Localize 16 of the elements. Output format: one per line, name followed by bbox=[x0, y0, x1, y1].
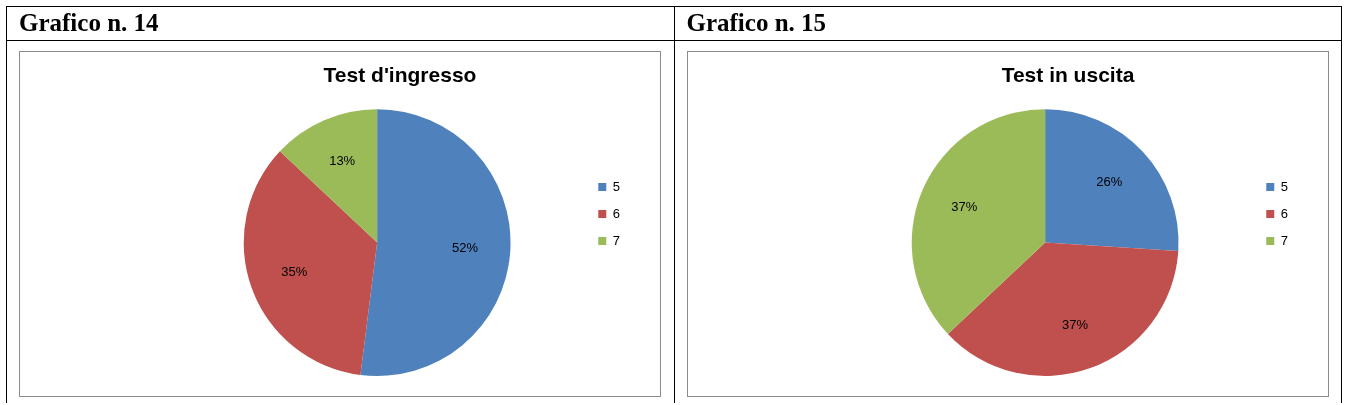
data-label: 52% bbox=[451, 239, 479, 255]
chart-title: Test in uscita bbox=[1001, 63, 1135, 87]
data-label: 37% bbox=[950, 199, 978, 215]
data-label: 26% bbox=[1095, 173, 1123, 189]
text: Grafico n. 15 bbox=[686, 9, 827, 36]
legend-label: 6 bbox=[612, 205, 620, 221]
data-label: 37% bbox=[1061, 317, 1088, 333]
legend-label: 6 bbox=[1280, 205, 1288, 221]
legend-label: 5 bbox=[1280, 178, 1288, 194]
text: Grafico n. 14 bbox=[19, 9, 159, 36]
data-label: 13% bbox=[329, 153, 356, 169]
data-label: 35% bbox=[281, 264, 308, 279]
legend-label: 7 bbox=[1280, 232, 1288, 248]
legend-label: 7 bbox=[612, 232, 620, 248]
legend-label: 5 bbox=[612, 178, 620, 194]
chart-title: Test d'ingresso bbox=[323, 63, 477, 87]
